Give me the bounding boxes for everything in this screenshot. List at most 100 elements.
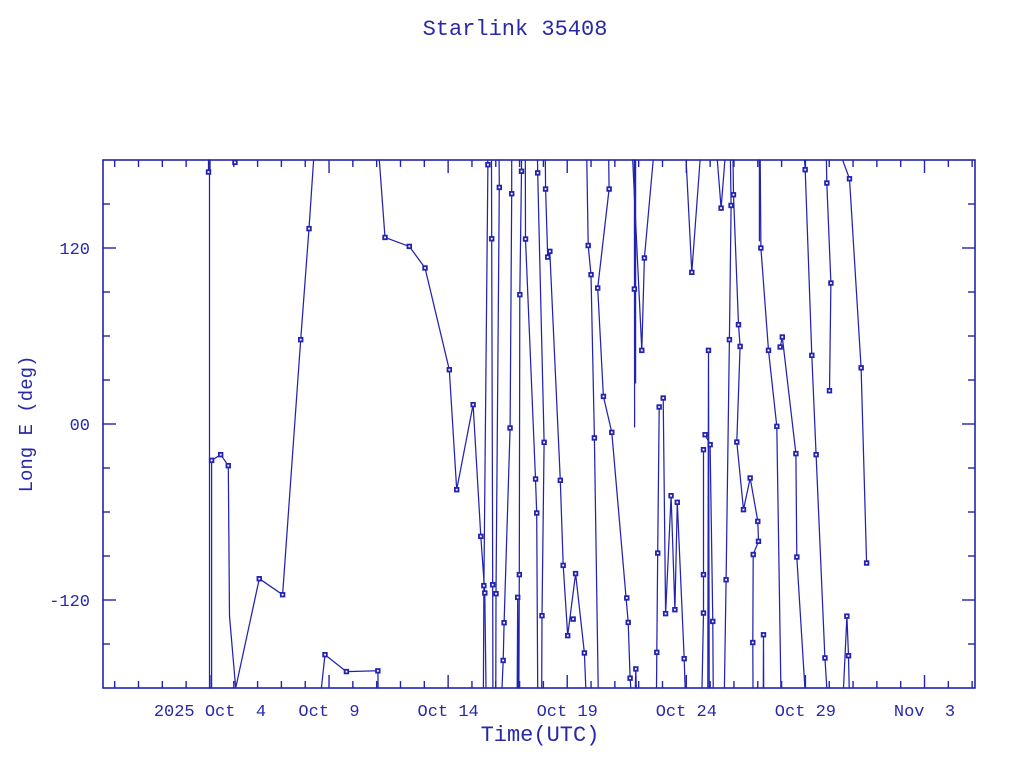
data-point-marker-center <box>625 597 628 599</box>
data-point-marker-center <box>590 273 592 276</box>
data-point-marker-center <box>534 478 537 480</box>
data-point-marker-center <box>825 182 828 184</box>
data-trace <box>634 668 637 689</box>
y-axis-title: Long E (deg) <box>16 356 38 493</box>
data-point-marker-center <box>376 669 379 672</box>
data-point-marker-center <box>707 349 710 352</box>
data-point-marker-center <box>767 349 770 352</box>
data-trace <box>518 159 523 689</box>
data-trace <box>320 654 379 689</box>
data-point-marker-center <box>829 282 832 284</box>
data-point-marker-center <box>670 494 672 497</box>
data-trace <box>685 159 701 273</box>
data-point-marker-center <box>608 188 611 190</box>
data-point-marker-center <box>408 245 411 248</box>
data-point-marker-center <box>384 236 386 239</box>
data-point-marker-center <box>756 520 759 523</box>
data-point-marker-center <box>702 573 705 576</box>
data-trace <box>490 159 494 689</box>
data-point-marker-center <box>739 345 742 348</box>
data-point-marker-center <box>730 204 732 207</box>
data-point-marker-center <box>472 403 475 406</box>
data-point-marker-center <box>815 453 818 456</box>
x-tick-label: 2025 Oct 4 <box>154 703 266 722</box>
data-trace <box>495 159 500 689</box>
data-point-marker-center <box>779 346 782 348</box>
data-point-marker-center <box>795 556 798 558</box>
data-point-marker-center <box>702 448 705 451</box>
data-trace <box>662 397 686 689</box>
data-point-marker-center <box>781 336 784 338</box>
data-point-marker-center <box>543 441 546 444</box>
x-tick-label: Oct 19 <box>537 703 598 722</box>
data-trace <box>701 449 705 689</box>
y-tick-label: 00 <box>70 417 90 436</box>
data-trace <box>597 159 632 689</box>
data-point-marker-center <box>483 592 486 594</box>
data-point-marker-center <box>810 354 813 357</box>
data-point-marker-center <box>656 552 659 554</box>
data-point-marker-center <box>219 453 222 456</box>
data-point-marker-center <box>299 338 302 341</box>
data-point-marker-center <box>732 193 735 196</box>
data-trace <box>723 159 732 689</box>
data-trace <box>732 159 760 689</box>
x-tick-label: Oct 29 <box>775 703 836 722</box>
data-point-marker-center <box>704 433 707 436</box>
data-point-marker-center <box>491 583 494 586</box>
data-point-marker-center <box>234 161 236 164</box>
data-trace <box>704 433 714 689</box>
data-point-marker-center <box>860 366 863 369</box>
data-point-marker-center <box>518 293 521 296</box>
data-trace <box>779 336 806 689</box>
data-point-marker-center <box>602 395 605 398</box>
data-point-marker-center <box>828 389 831 392</box>
data-point-marker-center <box>593 437 596 439</box>
data-trace <box>842 615 850 689</box>
data-point-marker-center <box>709 443 712 446</box>
data-point-marker-center <box>664 612 667 615</box>
data-point-marker-center <box>757 540 760 543</box>
data-trace <box>586 159 599 689</box>
data-point-marker-center <box>583 652 586 654</box>
data-point-marker-center <box>546 256 549 258</box>
data-point-marker-center <box>541 614 543 617</box>
data-point-marker-center <box>490 237 493 240</box>
data-point-marker-center <box>610 431 613 434</box>
data-point-marker-center <box>345 670 348 673</box>
data-point-marker-center <box>690 271 693 274</box>
data-point-marker-center <box>804 168 807 171</box>
data-point-marker-center <box>725 578 727 581</box>
x-tick-label: Nov 3 <box>894 703 955 722</box>
data-point-marker-center <box>751 641 754 644</box>
data-point-marker-center <box>662 397 665 399</box>
chart-title: Starlink 35408 <box>422 17 608 42</box>
data-point-marker-center <box>516 596 519 599</box>
data-point-marker-center <box>737 323 740 326</box>
data-point-marker-center <box>227 464 230 467</box>
data-trace <box>825 159 832 392</box>
data-point-marker-center <box>572 618 575 620</box>
data-point-marker-center <box>629 677 632 680</box>
data-point-marker-center <box>324 653 326 656</box>
data-point-marker-center <box>210 459 213 462</box>
data-point-marker-center <box>536 172 539 174</box>
data-point-marker-center <box>634 668 637 670</box>
x-tick-label: Oct 9 <box>298 703 359 722</box>
data-point-marker-center <box>633 288 636 290</box>
data-point-marker-center <box>455 488 458 491</box>
data-point-marker-center <box>482 584 485 587</box>
x-tick-label: Oct 14 <box>418 703 479 722</box>
data-point-marker-center <box>865 562 868 564</box>
data-trace <box>536 159 545 689</box>
data-point-marker-center <box>658 406 661 408</box>
x-tick-label: Oct 24 <box>656 703 717 722</box>
data-point-marker-center <box>759 247 762 249</box>
data-point-marker-center <box>683 657 686 660</box>
data-point-marker-center <box>845 615 848 618</box>
data-point-marker-center <box>479 535 482 538</box>
data-point-marker-center <box>655 651 658 654</box>
data-point-marker-center <box>640 349 643 352</box>
data-point-marker-center <box>627 621 630 624</box>
